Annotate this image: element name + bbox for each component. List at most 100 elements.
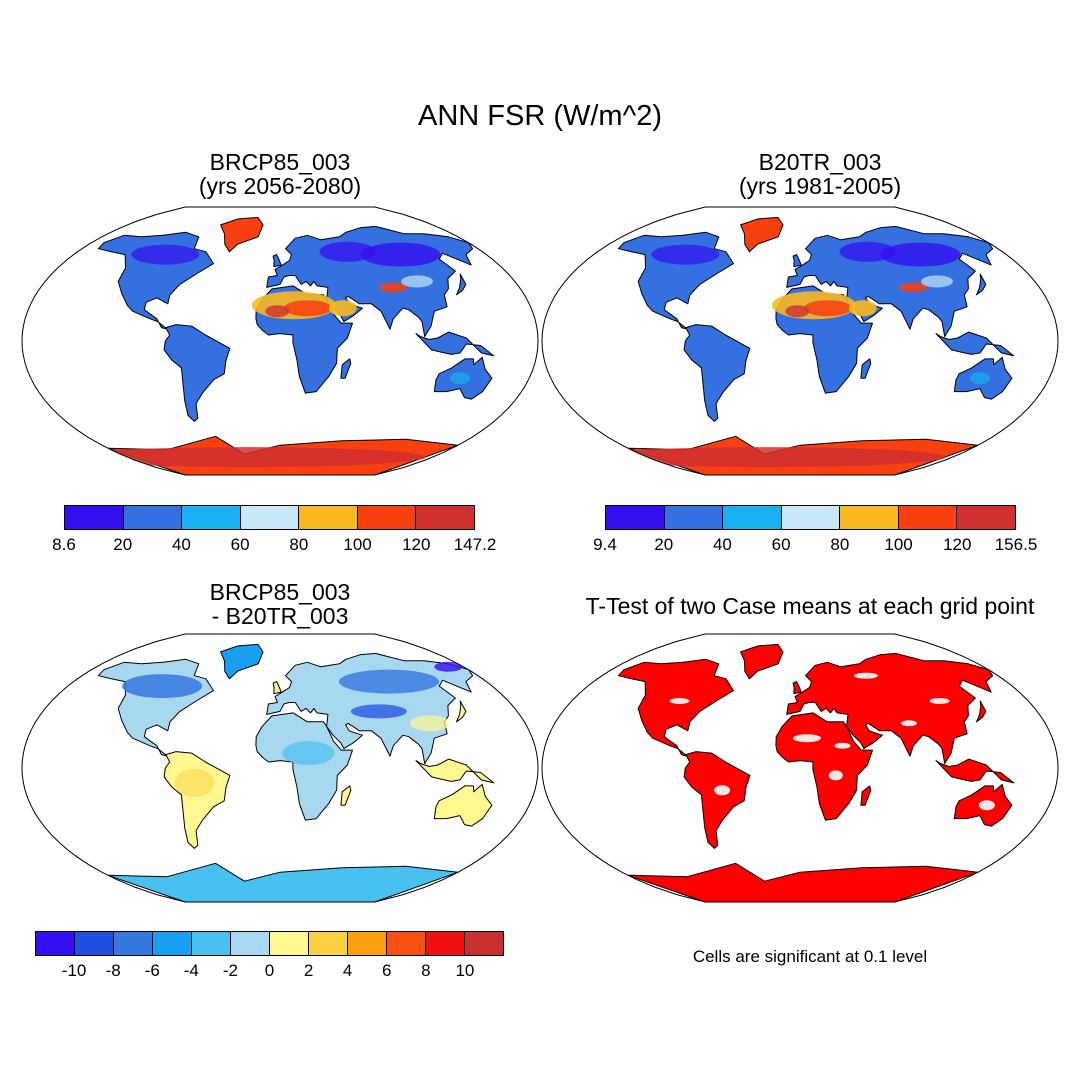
map-4-field-4 (929, 698, 950, 704)
colorbar-3-label-0: -10 (61, 961, 87, 980)
colorbar-1-label-4: 80 (289, 535, 309, 554)
map-1-field-6 (319, 241, 376, 262)
map-4-madagascar (860, 785, 872, 806)
colorbar-2-cell-6 (957, 506, 1016, 529)
figure-title: ANN FSR (W/m^2) (418, 100, 662, 132)
colorbar-3-label-2: -6 (144, 961, 160, 980)
map-2-madagascar (860, 358, 872, 379)
map-1-field-1 (283, 300, 332, 317)
map-4-north-america (617, 658, 734, 757)
map-2-field-3 (785, 305, 810, 318)
colorbar-3-cell-0 (36, 932, 75, 955)
map-2-field-8 (921, 275, 953, 288)
colorbar-2-label-0: 9.4 (593, 535, 617, 554)
map-3-africa (255, 712, 353, 821)
colorbar-2-label-1: 20 (654, 535, 674, 554)
map-2-field-5 (880, 242, 961, 267)
map-1-field-2 (328, 300, 357, 317)
map-3-south-america (163, 751, 231, 849)
colorbar-3-label-7: 4 (342, 961, 353, 980)
map-1-field-10 (66, 447, 427, 468)
map-2-south-america (683, 324, 751, 422)
colorbar-3-cell-11 (465, 932, 503, 955)
colorbar-3-label-10: 10 (455, 961, 475, 980)
map-panel-difference (21, 633, 539, 903)
map-3-greenland (220, 643, 264, 680)
map-2-greenland (740, 216, 784, 253)
colorbar-3-label-6: 2 (303, 961, 314, 980)
map-2-field-7 (651, 244, 720, 265)
colorbar-3-label-1: -8 (105, 961, 121, 980)
colorbar-3-cell-5 (231, 932, 270, 955)
map-4-antarctica (627, 862, 979, 902)
map-2-field-10 (586, 447, 947, 468)
map-1-south-america (163, 324, 231, 422)
colorbar-1-label-6: 120 (402, 535, 431, 554)
map-3-antarctica (107, 862, 459, 902)
map-2-uk (792, 254, 802, 268)
colorbar-2-label-6: 120 (943, 535, 972, 554)
map-1-field-7 (131, 244, 200, 265)
colorbar-1-cell-2 (182, 506, 241, 529)
panel-2-title-line1: B20TR_003 (758, 149, 882, 175)
map-3-outline (21, 633, 539, 903)
colorbar-2-label-7: 156.5 (994, 535, 1038, 554)
colorbar-3-cell-2 (114, 932, 153, 955)
colorbar-1-cell-3 (240, 506, 300, 529)
colorbar-1-cell-1 (123, 506, 183, 529)
significance-note: Cells are significant at 0.1 level (692, 947, 928, 966)
map-2-outline (541, 206, 1059, 476)
map-3-field-6 (434, 661, 463, 672)
colorbar-historical (605, 505, 1016, 530)
map-2-field-9 (970, 372, 990, 385)
colorbar-2-label-5: 100 (884, 535, 913, 554)
map-1-indonesia (415, 331, 495, 357)
colorbar-3-cell-10 (426, 932, 465, 955)
map-3-land (97, 643, 495, 902)
map-1-field-5 (360, 242, 441, 267)
map-4-south-america (683, 751, 751, 849)
map-2-field-6 (839, 241, 896, 262)
colorbar-1-label-1: 20 (113, 535, 133, 554)
map-panel-ttest (541, 633, 1059, 903)
map-1-field-9 (450, 372, 470, 385)
colorbar-2-label-3: 60 (771, 535, 791, 554)
map-3-field-4 (174, 768, 215, 797)
colorbar-3-label-9: 8 (421, 961, 431, 980)
map-2-indonesia (935, 331, 1015, 357)
map-2-land (586, 216, 1015, 475)
panel-3-title: BRCP85_003 - B20TR_003 (120, 580, 440, 628)
colorbar-1-cell-0 (65, 506, 124, 529)
map-1-land (66, 216, 495, 475)
map-3-field-1 (339, 669, 439, 694)
map-4-field-7 (978, 800, 995, 811)
map-3-uk (272, 681, 282, 695)
colorbar-1-cell-4 (299, 506, 358, 529)
colorbar-2-label-2: 40 (712, 535, 732, 554)
colorbar-2-label-4: 80 (830, 535, 850, 554)
colorbar-3-cell-7 (309, 932, 348, 955)
map-panel-historical (541, 206, 1059, 476)
map-2-field-4 (899, 282, 928, 293)
map-4-field-3 (854, 672, 878, 679)
map-1-uk (272, 254, 282, 268)
colorbar-3-cell-8 (348, 932, 387, 955)
colorbar-3-cell-4 (192, 932, 231, 955)
colorbar-2-cell-0 (606, 506, 665, 529)
colorbar-2-cell-3 (781, 506, 841, 529)
map-3-field-0 (122, 674, 203, 699)
map-2-japan (976, 273, 987, 296)
colorbar-3-label-4: -2 (222, 961, 238, 980)
panel-2-title: B20TR_003 (yrs 1981-2005) (660, 150, 980, 198)
map-2-field-1 (803, 300, 852, 317)
panel-1-title-line2: (yrs 2056-2080) (198, 173, 362, 200)
map-3-madagascar (340, 785, 352, 806)
colorbar-3-label-5: 0 (264, 961, 275, 980)
map-3-field-3 (282, 741, 335, 766)
map-1-madagascar (340, 358, 352, 379)
colorbar-1-label-5: 100 (343, 535, 372, 554)
map-3-field-5 (409, 715, 450, 732)
map-4-indonesia (935, 758, 1015, 784)
panel-4-title: T-Test of two Case means at each grid po… (585, 593, 1035, 619)
colorbar-1-cell-5 (357, 506, 417, 529)
